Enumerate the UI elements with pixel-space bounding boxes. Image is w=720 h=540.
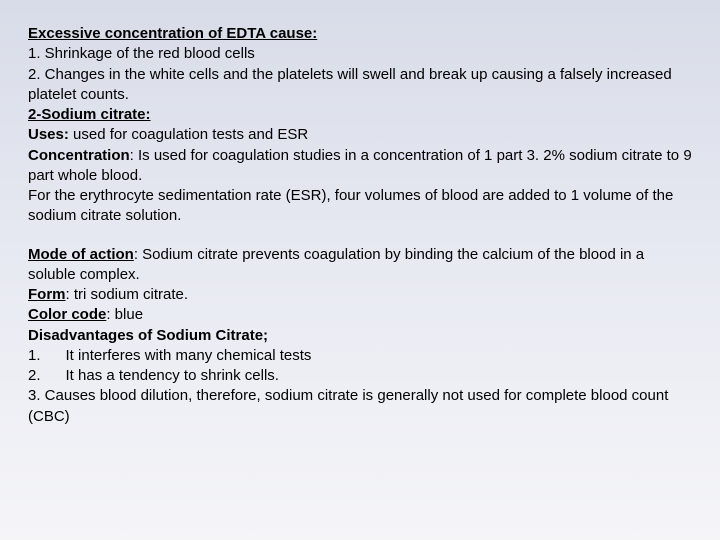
form-text: : tri sodium citrate. — [66, 286, 189, 303]
edta-item-2: 2. Changes in the white cells and the pl… — [28, 65, 692, 106]
uses-label: Uses: — [28, 126, 69, 143]
concentration-line-2: For the erythrocyte sedimentation rate (… — [28, 186, 692, 227]
heading-sodium-citrate-text: 2-Sodium citrate: — [28, 106, 151, 123]
edta-item-1: 1. Shrinkage of the red blood cells — [28, 44, 692, 64]
heading-sodium-citrate: 2-Sodium citrate: — [28, 105, 692, 125]
form-label: Form — [28, 286, 66, 303]
uses-text: used for coagulation tests and ESR — [69, 126, 308, 143]
concentration-label: Concentration — [28, 147, 130, 164]
section-details: Mode of action: Sodium citrate prevents … — [28, 245, 692, 427]
uses-line: Uses: used for coagulation tests and ESR — [28, 125, 692, 145]
disadvantages-heading: Disadvantages of Sodium Citrate; — [28, 326, 692, 346]
heading-edta-text: Excessive concentration of EDTA cause: — [28, 25, 317, 42]
disadvantages-heading-text: Disadvantages of Sodium Citrate; — [28, 327, 268, 344]
disadvantage-1: 1. It interferes with many chemical test… — [28, 346, 692, 366]
color-text: : blue — [106, 306, 143, 323]
moa-label: Mode of action — [28, 246, 134, 263]
disadvantage-3: 3. Causes blood dilution, therefore, sod… — [28, 386, 692, 427]
disadvantage-2: 2. It has a tendency to shrink cells. — [28, 366, 692, 386]
concentration-line: Concentration: Is used for coagulation s… — [28, 146, 692, 187]
color-label: Color code — [28, 306, 106, 323]
color-line: Color code: blue — [28, 305, 692, 325]
form-line: Form: tri sodium citrate. — [28, 285, 692, 305]
moa-line: Mode of action: Sodium citrate prevents … — [28, 245, 692, 286]
heading-edta: Excessive concentration of EDTA cause: — [28, 24, 692, 44]
section-edta: Excessive concentration of EDTA cause: 1… — [28, 24, 692, 227]
